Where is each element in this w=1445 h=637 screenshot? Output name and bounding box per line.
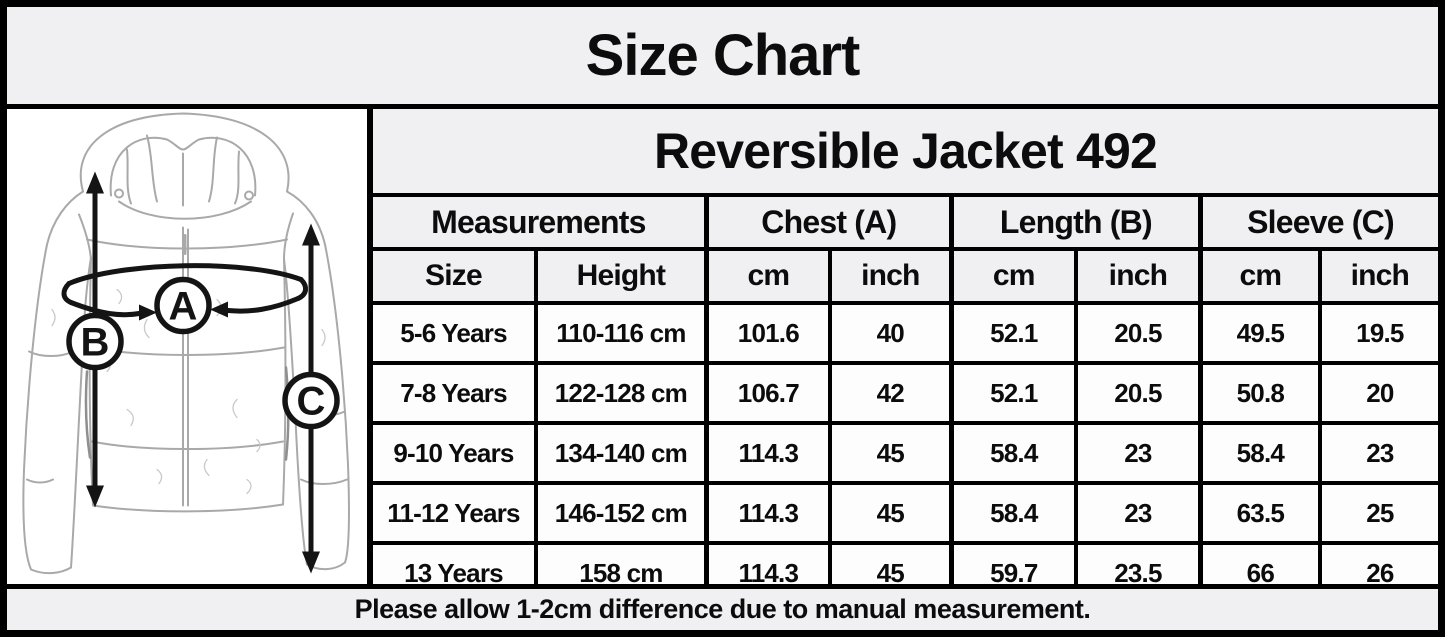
table-cell: 45: [827, 421, 954, 485]
table-cell: 7-8 Years: [373, 361, 538, 425]
chest-arrowhead-right: [210, 301, 228, 318]
jacket-illustration-panel: A B C: [7, 109, 373, 584]
table-cell: 50.8: [1197, 361, 1322, 425]
length-marker-label: B: [81, 321, 110, 365]
sub-header-size: Size: [373, 247, 538, 305]
sub-header-sleeve-cm: cm: [1197, 247, 1322, 305]
table-cell: 114.3: [703, 421, 832, 485]
chest-arrowhead-left: [139, 304, 157, 321]
length-marker-circle: [66, 312, 124, 371]
table-cell: 122-128 cm: [533, 361, 709, 425]
table-cell: 114.3: [703, 481, 832, 545]
sleeve-marker-circle: [282, 371, 340, 430]
size-table-panel: Reversible Jacket 492 Measurements Chest…: [373, 109, 1438, 601]
table-cell: 23: [1073, 481, 1203, 545]
title-bar: Size Chart: [7, 7, 1438, 109]
table-cell: 19.5: [1317, 301, 1438, 365]
table-cell: 23: [1317, 421, 1438, 485]
chest-band-top: [66, 263, 304, 286]
table-cell: 45: [827, 481, 954, 545]
page-title: Size Chart: [585, 23, 861, 88]
size-row: 11-12 Years 146-152 cm 114.3 45 58.4 23 63.5 25: [373, 481, 1438, 545]
table-cell: 106.7: [703, 361, 832, 425]
content-area: A B C Reversible Jacket 492: [7, 109, 1438, 601]
sub-header-sleeve-inch: inch: [1317, 247, 1438, 305]
footer-note: Please allow 1-2cm difference due to man…: [354, 594, 1091, 624]
size-table-body: Reversible Jacket 492 Measurements Chest…: [373, 109, 1438, 601]
size-row: 7-8 Years 122-128 cm 106.7 42 52.1 20.5 50.8 20: [373, 361, 1438, 425]
sub-header-row: Size Height cm inch cm inch cm inch: [373, 247, 1438, 305]
table-cell: 52.1: [948, 361, 1078, 425]
sub-header-height: Height: [533, 247, 709, 305]
group-header-row: Measurements Chest (A) Length (B) Sleeve…: [373, 193, 1438, 251]
table-cell: 20: [1317, 361, 1438, 425]
sub-header-length-inch: inch: [1073, 247, 1203, 305]
jacket-sketch: [22, 112, 350, 575]
table-cell: 58.4: [948, 481, 1078, 545]
table-cell: 23: [1073, 421, 1203, 485]
size-row: 9-10 Years 134-140 cm 114.3 45 58.4 23 58.4 23: [373, 421, 1438, 485]
table-cell: 63.5: [1197, 481, 1322, 545]
sub-header-chest-inch: inch: [827, 247, 954, 305]
product-title: Reversible Jacket 492: [373, 109, 1438, 197]
table-cell: 25: [1317, 481, 1438, 545]
table-cell: 9-10 Years: [373, 421, 538, 485]
sleeve-arrowhead-top: [302, 223, 320, 246]
sub-header-length-cm: cm: [948, 247, 1078, 305]
size-row: 5-6 Years 110-116 cm 101.6 40 52.1 20.5 49.5 19…: [373, 301, 1438, 365]
table-cell: 52.1: [948, 301, 1078, 365]
group-header-measurements: Measurements: [373, 193, 709, 251]
arrowheads: [86, 171, 320, 574]
length-arrowhead-bottom: [86, 485, 104, 508]
jacket-measurement-diagram: A B C: [22, 112, 350, 575]
table-cell: 146-152 cm: [533, 481, 709, 545]
chest-marker-circle: [154, 276, 212, 335]
chest-arrow-right: [225, 296, 301, 314]
table-cell: 20.5: [1073, 361, 1203, 425]
size-chart-table: Reversible Jacket 492 Measurements Chest…: [373, 109, 1438, 601]
footer-note-bar: Please allow 1-2cm difference due to man…: [7, 584, 1438, 630]
table-cell: 134-140 cm: [533, 421, 709, 485]
chest-marker-label: A: [169, 285, 198, 329]
group-header-length: Length (B): [948, 193, 1203, 251]
table-cell: 101.6: [703, 301, 832, 365]
sleeve-arrowhead-bottom: [302, 551, 320, 574]
length-arrowhead-top: [86, 171, 104, 194]
sub-header-chest-cm: cm: [703, 247, 832, 305]
table-cell: 58.4: [948, 421, 1078, 485]
chest-arrow-left: [68, 300, 142, 318]
table-cell: 40: [827, 301, 954, 365]
table-cell: 20.5: [1073, 301, 1203, 365]
sleeve-marker-label: C: [297, 380, 326, 424]
group-header-sleeve: Sleeve (C): [1197, 193, 1438, 251]
measurement-markers: A B C: [66, 276, 340, 430]
table-cell: 49.5: [1197, 301, 1322, 365]
group-header-chest: Chest (A): [703, 193, 954, 251]
table-cell: 5-6 Years: [373, 301, 538, 365]
table-cell: 42: [827, 361, 954, 425]
table-cell: 110-116 cm: [533, 301, 709, 365]
table-cell: 58.4: [1197, 421, 1322, 485]
table-cell: 11-12 Years: [373, 481, 538, 545]
product-title-row: Reversible Jacket 492: [373, 109, 1438, 197]
